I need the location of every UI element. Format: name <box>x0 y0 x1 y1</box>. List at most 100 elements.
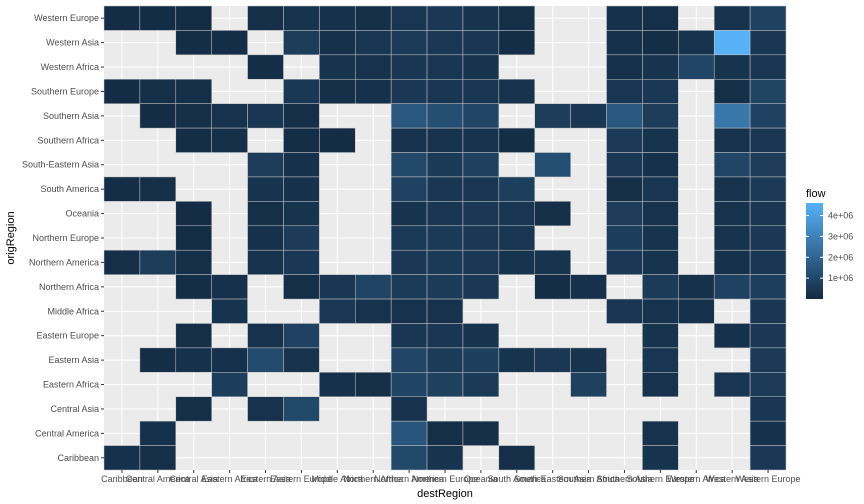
heatmap-cell-south-america-to-oceania <box>462 176 500 202</box>
heatmap-cell-south-eastern-asia-to-northern-america <box>390 152 428 178</box>
heatmap-cell-oceania-to-western-asia <box>713 201 751 227</box>
heatmap-cell-northern-america-to-eastern-asia <box>247 249 284 275</box>
heatmap-cell-northern-africa-to-southern-europe <box>642 274 679 300</box>
heatmap-cell-southern-asia-to-northern-america <box>390 103 428 129</box>
heatmap-cell-southern-asia-to-south-eastern-asia <box>534 103 571 129</box>
heatmap-cell-central-asia-to-northern-america <box>390 396 428 422</box>
y-tick-label: Oceania <box>65 209 99 219</box>
heatmap-cell-eastern-africa-to-northern-africa <box>355 372 392 397</box>
y-tick-label: Southern Africa <box>37 135 99 145</box>
heatmap-cell-central-america-to-western-europe <box>749 420 787 446</box>
heatmap-cell-western-asia-to-northern-america <box>390 30 428 56</box>
x-tick-label: Northern America <box>374 474 444 484</box>
heatmap-cell-northern-europe-to-southern-europe <box>642 225 679 251</box>
heatmap-cell-eastern-africa-to-western-asia <box>713 372 751 397</box>
heatmap-cell-south-america-to-eastern-europe <box>283 176 320 202</box>
heatmap-cell-oceania-to-south-america <box>498 201 535 227</box>
heatmap-cell-northern-america-to-southern-europe <box>642 249 679 275</box>
legend-label: 3e+06 <box>828 231 853 241</box>
heatmap-cell-eastern-asia-to-northern-america <box>390 347 428 373</box>
heatmap-cell-eastern-africa-to-northern-europe <box>426 372 464 397</box>
y-tick-label: Southern Europe <box>31 86 99 96</box>
heatmap-cell-middle-africa-to-northern-europe <box>426 298 464 324</box>
x-tick-label: Southern Asia <box>596 474 652 484</box>
heatmap-cell-middle-africa-to-southern-europe <box>642 298 679 324</box>
y-tick-label: South America <box>40 184 99 194</box>
heatmap-cell-central-asia-to-eastern-asia <box>247 396 284 422</box>
heatmap-cell-western-africa-to-southern-europe <box>642 54 679 80</box>
heatmap-cell-middle-africa-to-eastern-africa <box>211 298 248 324</box>
heatmap-cell-western-africa-to-northern-america <box>390 54 428 80</box>
heatmap-cell-southern-africa-to-eastern-africa <box>211 127 248 153</box>
heatmap-cell-eastern-europe-to-western-asia <box>713 323 751 349</box>
heatmap-cell-southern-europe-to-northern-africa <box>355 79 392 104</box>
heatmap-cell-northern-europe-to-central-asia <box>175 225 212 251</box>
y-tick-label: Western Africa <box>41 62 99 72</box>
heatmap-cell-western-africa-to-middle-africa <box>319 54 356 80</box>
heatmap-cell-eastern-africa-to-middle-africa <box>319 372 356 397</box>
heatmap-cell-south-eastern-asia-to-western-europe <box>749 152 787 178</box>
heatmap-cell-eastern-europe-to-central-asia <box>175 323 212 349</box>
heatmap-cell-south-america-to-southern-asia <box>606 176 643 202</box>
heatmap-cell-southern-africa-to-oceania <box>462 127 500 153</box>
heatmap-cell-eastern-africa-to-eastern-africa <box>211 372 248 397</box>
heatmap-cell-oceania-to-south-eastern-asia <box>534 201 571 227</box>
heatmap-cell-eastern-europe-to-eastern-europe <box>283 323 320 349</box>
heatmap-cell-western-asia-to-central-asia <box>175 30 212 56</box>
y-tick-label: Eastern Europe <box>36 331 99 341</box>
heatmap-cell-south-eastern-asia-to-eastern-europe <box>283 152 320 178</box>
heatmap-cell-eastern-asia-to-southern-africa <box>570 347 607 373</box>
heatmap-cell-central-asia-to-eastern-europe <box>283 396 320 422</box>
heatmap-cell-southern-africa-to-western-europe <box>749 127 787 153</box>
heatmap-cell-northern-america-to-western-europe <box>749 249 787 275</box>
heatmap-cell-caribbean-to-south-america <box>498 445 535 471</box>
x-tick-label: Oceania <box>464 474 498 484</box>
heatmap-cell-western-europe-to-western-europe <box>749 5 787 31</box>
heatmap-cell-caribbean-to-caribbean <box>103 445 141 471</box>
heatmap-cell-northern-africa-to-central-asia <box>175 274 212 300</box>
heatmap-cell-southern-asia-to-northern-europe <box>426 103 464 129</box>
heatmap-cell-northern-america-to-northern-america <box>390 249 428 275</box>
heatmap-cell-eastern-asia-to-central-asia <box>175 347 212 373</box>
heatmap-cell-western-africa-to-western-africa <box>678 54 715 80</box>
heatmap-cell-northern-europe-to-western-asia <box>713 225 751 251</box>
heatmap-cell-western-africa-to-northern-africa <box>355 54 392 80</box>
heatmap-cell-southern-europe-to-northern-europe <box>426 79 464 104</box>
heatmap-cell-eastern-asia-to-eastern-africa <box>211 347 248 373</box>
heatmap-cell-northern-africa-to-western-europe <box>749 274 787 300</box>
heatmap-cell-south-america-to-western-asia <box>713 176 751 202</box>
y-tick-label: Western Asia <box>46 38 99 48</box>
heatmap-cell-northern-africa-to-southern-africa <box>570 274 607 300</box>
heatmap-cell-eastern-africa-to-oceania <box>462 372 500 397</box>
heatmap-cell-western-asia-to-western-asia <box>713 30 751 56</box>
x-tick-label: Western Europe <box>736 474 801 484</box>
x-tick-label: Western Asia <box>706 474 759 484</box>
heatmap-cell-western-africa-to-western-europe <box>749 54 787 80</box>
heatmap-cell-southern-asia-to-eastern-asia <box>247 103 284 129</box>
heatmap-cell-eastern-asia-to-eastern-asia <box>247 347 284 373</box>
heatmap-cell-northern-europe-to-oceania <box>462 225 500 251</box>
heatmap-cell-southern-asia-to-eastern-africa <box>211 103 248 129</box>
heatmap-cell-northern-america-to-eastern-europe <box>283 249 320 275</box>
heatmap-cell-northern-africa-to-south-eastern-asia <box>534 274 571 300</box>
heatmap-cell-southern-africa-to-central-asia <box>175 127 212 153</box>
heatmap-cell-northern-africa-to-northern-america <box>390 274 428 300</box>
heatmap-cell-northern-america-to-oceania <box>462 249 500 275</box>
heatmap-cell-southern-africa-to-middle-africa <box>319 127 356 153</box>
heatmap-cell-eastern-europe-to-western-europe <box>749 323 787 349</box>
heatmap-cell-south-america-to-eastern-asia <box>247 176 284 202</box>
heatmap-cell-western-asia-to-northern-africa <box>355 30 392 56</box>
heatmap-cell-south-america-to-northern-europe <box>426 176 464 202</box>
heatmap-cell-northern-africa-to-western-africa <box>678 274 715 300</box>
y-axis-ticks: Caribbean Central America Central Asia East… <box>22 13 104 463</box>
heatmap-cell-caribbean-to-southern-europe <box>642 445 679 471</box>
x-tick-label: Western Africa <box>667 474 725 484</box>
heatmap-cell-northern-europe-to-eastern-europe <box>283 225 320 251</box>
heatmap-cell-northern-africa-to-eastern-europe <box>283 274 320 300</box>
heatmap-cell-central-america-to-southern-europe <box>642 420 679 446</box>
heatmap-cell-western-asia-to-southern-europe <box>642 30 679 56</box>
y-tick-label: Northern America <box>29 257 99 267</box>
heatmap-cell-western-asia-to-eastern-europe <box>283 30 320 56</box>
heatmap-cell-oceania-to-southern-asia <box>606 201 643 227</box>
